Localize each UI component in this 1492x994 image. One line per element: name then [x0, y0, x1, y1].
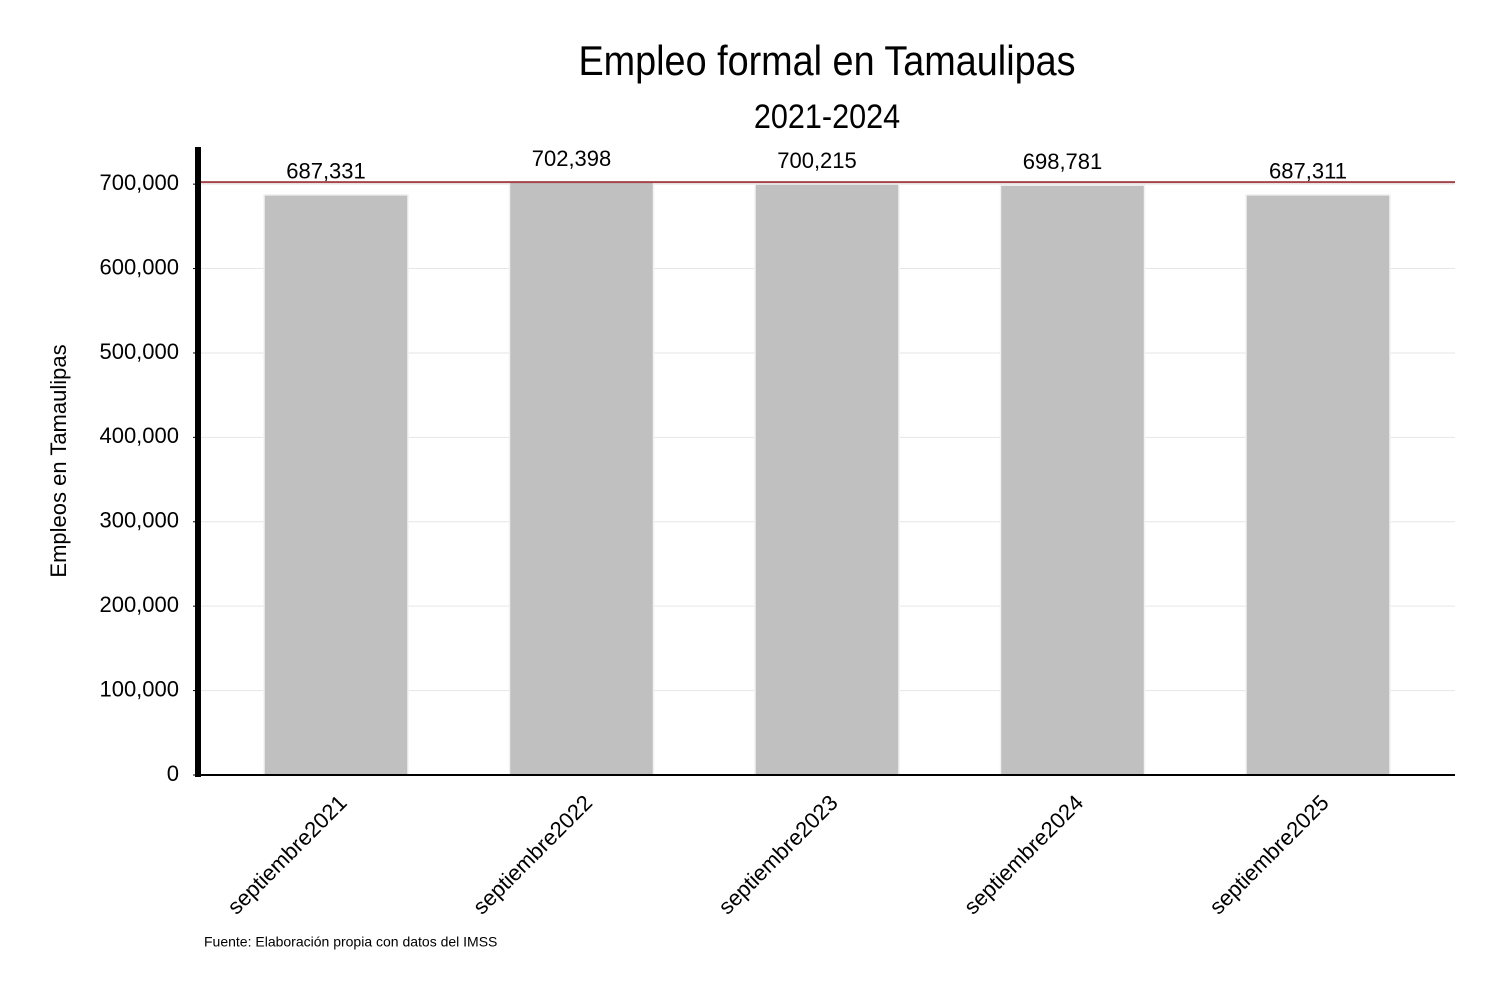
x-tick-label: septiembre2021 — [222, 790, 351, 919]
value-label: 687,331 — [286, 159, 366, 184]
y-tick-label: 200,000 — [99, 592, 179, 617]
y-tick-label: 400,000 — [99, 423, 179, 448]
value-label: 702,398 — [532, 146, 612, 171]
y-tick-label: 300,000 — [99, 508, 179, 533]
x-tick-label: septiembre2022 — [468, 790, 597, 919]
value-label: 687,311 — [1269, 159, 1347, 184]
bar — [999, 184, 1146, 776]
x-tick-label: septiembre2023 — [713, 790, 842, 919]
source-note: Fuente: Elaboración propia con datos del… — [204, 934, 497, 950]
x-tick-label: septiembre2024 — [959, 790, 1088, 919]
y-tick-label: 100,000 — [99, 676, 179, 701]
bar — [508, 181, 655, 776]
value-label: 698,781 — [1023, 149, 1103, 174]
y-tick-label: 600,000 — [99, 254, 179, 279]
y-tick-label: 0 — [167, 761, 179, 786]
y-tick-label: 500,000 — [99, 339, 179, 364]
chart-subtitle: 2021-2024 — [754, 98, 900, 136]
bar — [263, 194, 409, 776]
y-axis-label: Empleos en Tamaulipas — [46, 344, 71, 577]
x-tick-label: septiembre2025 — [1204, 790, 1333, 919]
y-tick-label: 700,000 — [99, 170, 179, 195]
value-label: 700,215 — [777, 148, 857, 173]
chart-title: Empleo formal en Tamaulipas — [578, 38, 1075, 84]
bar — [1245, 194, 1391, 776]
bar — [754, 183, 900, 776]
